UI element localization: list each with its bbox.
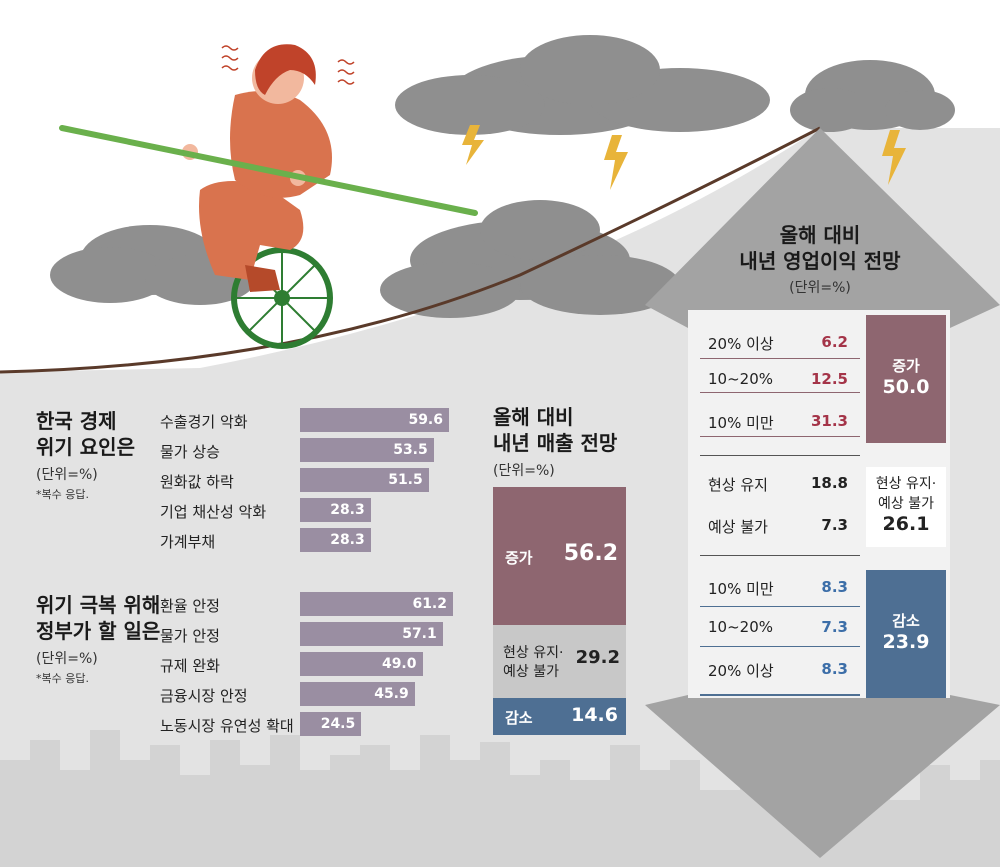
gov-title-line1: 위기 극복 위해 xyxy=(36,593,161,617)
profit-row-value: 7.3 xyxy=(821,618,848,636)
gov-title-line2: 정부가 할 일은 xyxy=(36,619,161,643)
sales-unit: (단위=%) xyxy=(493,463,555,479)
profit-same-box-line2: 예상 불가 xyxy=(878,496,934,512)
profit-decrease-box-value: 23.9 xyxy=(882,631,930,653)
gov-note: *복수 응답. xyxy=(36,672,89,685)
profit-row-label: 10~20% xyxy=(708,618,773,636)
sales-title-line2: 내년 매출 전망 xyxy=(493,431,618,455)
profit-row-label: 20% 이상 xyxy=(708,662,774,680)
bar-category-label: 가계부채 xyxy=(160,533,216,551)
crisis-unit: (단위=%) xyxy=(36,467,98,483)
sales-decrease-value: 14.6 xyxy=(571,704,618,726)
bar-category-label: 기업 채산성 악화 xyxy=(160,503,267,521)
bar-category-label: 원화값 하락 xyxy=(160,473,234,491)
profit-decrease-box: 감소 23.9 xyxy=(866,570,946,698)
balance-pole xyxy=(59,125,478,216)
crisis-factors-chart: 수출경기 악화 59.6 물가 상승 53.5 원화값 하락 51.5 기업 채산성 악화 2… xyxy=(160,408,460,558)
profit-row-label: 10~20% xyxy=(708,370,773,388)
divider xyxy=(700,555,860,556)
cloud-middle xyxy=(380,200,680,318)
bar-category-label: 수출경기 악화 xyxy=(160,413,248,431)
sales-same-value: 29.2 xyxy=(575,647,620,668)
sales-same-box: 현상 유지· 예상 불가 29.2 xyxy=(493,625,626,698)
tightrope xyxy=(0,126,821,374)
businesswoman-icon xyxy=(182,44,332,292)
bar-category-label: 환율 안정 xyxy=(160,597,220,615)
crisis-note: *복수 응답. xyxy=(36,488,89,501)
sales-increase-box: 증가 56.2 xyxy=(493,487,626,625)
bar: 49.0 xyxy=(300,652,423,676)
bar-category-label: 물가 안정 xyxy=(160,627,220,645)
divider xyxy=(700,455,860,456)
profit-increase-row: 10% 미만 31.3 xyxy=(700,398,860,437)
sales-decrease-label: 감소 xyxy=(505,709,533,727)
sales-title-line1: 올해 대비 xyxy=(493,405,574,429)
profit-same-row: 예상 불가 7.3 xyxy=(700,508,860,538)
sales-increase-value: 56.2 xyxy=(563,541,618,566)
sales-same-label-line1: 현상 유지· xyxy=(503,645,564,661)
bar: 28.3 xyxy=(300,528,371,552)
bar-category-label: 물가 상승 xyxy=(160,443,220,461)
crisis-title-line1: 한국 경제 xyxy=(36,409,117,433)
profit-row-label: 10% 미만 xyxy=(708,580,774,598)
bar: 61.2 xyxy=(300,592,453,616)
profit-row-label: 10% 미만 xyxy=(708,414,774,432)
profit-row-label: 20% 이상 xyxy=(708,335,774,353)
bar: 59.6 xyxy=(300,408,449,432)
profit-unit: (단위=%) xyxy=(789,280,851,296)
profit-row-value: 12.5 xyxy=(810,370,848,388)
cloud-right xyxy=(790,60,955,132)
bar-category-label: 노동시장 유연성 확대 xyxy=(160,717,294,735)
profit-row-value: 18.8 xyxy=(810,474,848,492)
profit-increase-box-value: 50.0 xyxy=(882,376,930,398)
profit-decrease-box-label: 감소 xyxy=(892,612,920,630)
profit-same-box-value: 26.1 xyxy=(882,513,930,535)
profit-decrease-row: 10% 미만 8.3 xyxy=(700,570,860,607)
sales-increase-label: 증가 xyxy=(505,549,533,567)
profit-row-label: 현상 유지 xyxy=(708,476,768,494)
gov-tasks-chart: 환율 안정 61.2 물가 안정 57.1 규제 완화 49.0 금융시장 안정 45.9 노동… xyxy=(160,592,460,742)
profit-row-value: 7.3 xyxy=(821,516,848,534)
bar: 51.5 xyxy=(300,468,429,492)
profit-increase-row: 10~20% 12.5 xyxy=(700,362,860,393)
profit-title-line2: 내년 영업이익 전망 xyxy=(739,249,901,273)
sales-decrease-box: 감소 14.6 xyxy=(493,698,626,735)
stress-marks-icon xyxy=(221,45,355,85)
lightning-icons xyxy=(462,125,906,190)
profit-title-line1: 올해 대비 xyxy=(779,223,861,247)
crisis-title-line2: 위기 요인은 xyxy=(36,435,135,459)
bar: 24.5 xyxy=(300,712,362,736)
profit-row-value: 6.2 xyxy=(821,333,848,351)
bar-category-label: 규제 완화 xyxy=(160,657,220,675)
profit-increase-box-label: 증가 xyxy=(892,357,920,375)
gov-unit: (단위=%) xyxy=(36,651,98,667)
profit-decrease-row: 20% 이상 8.3 xyxy=(700,652,860,696)
profit-row-label: 예상 불가 xyxy=(708,518,768,536)
profit-increase-row: 20% 이상 6.2 xyxy=(700,328,860,359)
profit-same-box: 현상 유지· 예상 불가 26.1 xyxy=(866,467,946,547)
profit-same-box-line1: 현상 유지· xyxy=(875,476,937,492)
city-skyline xyxy=(0,730,1000,867)
sales-same-label-line2: 예상 불가 xyxy=(503,664,559,680)
profit-same-row: 현상 유지 18.8 xyxy=(700,468,860,498)
bar: 28.3 xyxy=(300,498,371,522)
profit-row-value: 31.3 xyxy=(810,412,848,430)
bar-category-label: 금융시장 안정 xyxy=(160,687,248,705)
profit-decrease-row: 10~20% 7.3 xyxy=(700,610,860,647)
cloud-top xyxy=(395,35,770,135)
bar: 45.9 xyxy=(300,682,415,706)
profit-increase-box: 증가 50.0 xyxy=(866,315,946,443)
profit-row-value: 8.3 xyxy=(821,578,848,596)
profit-row-value: 8.3 xyxy=(821,660,848,678)
bar: 53.5 xyxy=(300,438,434,462)
bar: 57.1 xyxy=(300,622,443,646)
